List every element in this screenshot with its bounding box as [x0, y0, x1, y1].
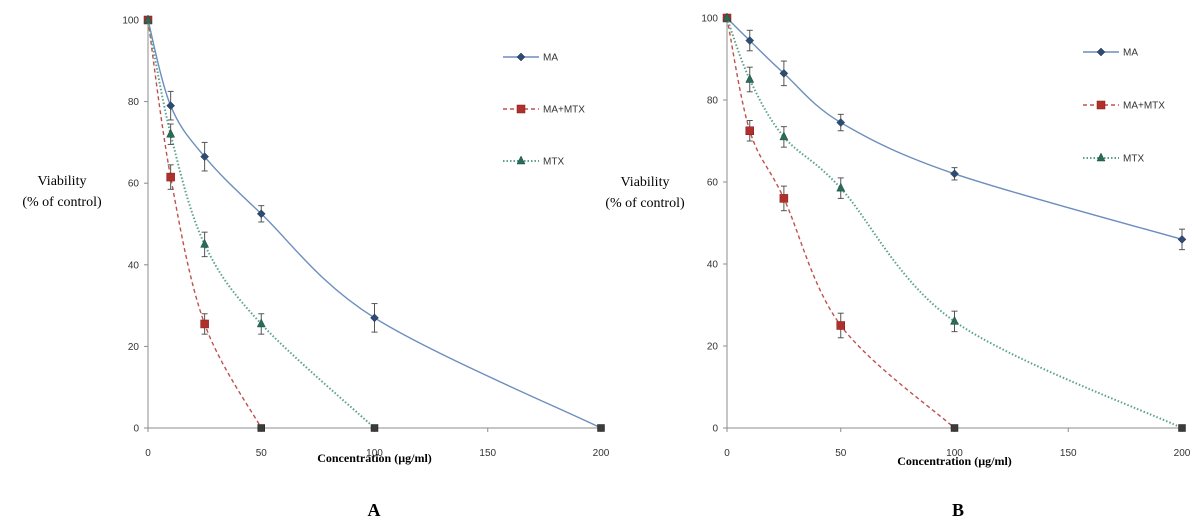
x-axis-label: Concentration (µg/ml) [317, 451, 432, 465]
x-tick-label: 100 [946, 448, 963, 459]
data-point [745, 126, 754, 135]
y-tick-label: 20 [128, 342, 140, 353]
series-line [726, 17, 1183, 241]
y-tick-label: 100 [701, 14, 718, 25]
data-point [200, 238, 210, 248]
data-point [166, 172, 175, 182]
series-line [147, 19, 262, 429]
legend-item-ma: MA [503, 53, 558, 64]
data-point [370, 424, 379, 432]
legend-marker [516, 104, 526, 114]
legend-label: MTX [1123, 154, 1144, 165]
x-tick-label: 200 [1174, 448, 1191, 459]
series-ma [722, 13, 1187, 251]
series-ma-mtx [143, 15, 265, 432]
x-tick-label: 100 [366, 448, 383, 459]
data-point [745, 36, 755, 45]
x-tick-label: 200 [593, 448, 610, 459]
data-point [722, 12, 732, 22]
data-point [836, 321, 845, 330]
data-point [597, 424, 605, 432]
legend-label: MA [1123, 48, 1138, 59]
data-point [950, 169, 959, 179]
x-tick-label: 50 [835, 448, 847, 459]
y-tick-label: 0 [133, 424, 139, 435]
y-axis-label-line1: Viability [38, 174, 87, 189]
data-point [143, 14, 153, 24]
series-ma [143, 15, 605, 432]
x-tick-label: 0 [145, 448, 151, 459]
y-axis-label-line2: (% of control) [22, 195, 102, 210]
panel-label: A [368, 500, 381, 520]
data-point [779, 194, 789, 203]
legend-marker [1096, 47, 1106, 57]
y-tick-label: 60 [128, 179, 140, 190]
x-tick-label: 150 [479, 448, 496, 459]
legend-item-ma-mtx: MA+MTX [1083, 101, 1165, 112]
chart-panel-b: 0 20 40 60 80 100 0 50 100 150 200 Viability (% of c… [605, 12, 1191, 520]
data-point [166, 101, 176, 111]
y-tick-label: 60 [707, 178, 719, 189]
series-line [147, 19, 602, 429]
x-tick-label: 150 [1060, 448, 1077, 459]
y-tick-label: 40 [707, 260, 719, 271]
data-point [1178, 424, 1186, 432]
legend-label: MA+MTX [1123, 101, 1165, 112]
x-tick-label: 50 [256, 448, 268, 459]
data-point [256, 209, 266, 219]
legend-marker [516, 155, 526, 165]
y-tick-label: 80 [128, 97, 140, 108]
legend-label: MTX [543, 157, 564, 168]
data-point [950, 315, 959, 325]
x-axis-label: Concentration (µg/ml) [897, 454, 1012, 468]
y-tick-label: 100 [122, 16, 139, 27]
chart-panel-a: 0 20 40 60 80 100 0 50 100 150 200 Viability (% of c… [22, 14, 610, 520]
series-mtx [143, 14, 379, 432]
data-point [200, 152, 209, 162]
panel-label: B [952, 500, 964, 520]
y-axis-label-line1: Viability [621, 175, 670, 190]
legend-item-mtx: MTX [503, 155, 564, 168]
y-tick-label: 0 [712, 424, 718, 435]
y-tick-label: 80 [707, 96, 719, 107]
data-point [1177, 235, 1187, 244]
data-point [257, 424, 265, 432]
data-point [779, 131, 789, 141]
data-point [745, 73, 755, 83]
series-ma-mtx [722, 13, 959, 432]
data-point [370, 313, 379, 323]
y-axis-label-line2: (% of control) [605, 196, 685, 211]
legend-label: MA+MTX [543, 105, 585, 116]
y-tick-label: 20 [707, 342, 719, 353]
legend-marker [1096, 100, 1106, 110]
data-point [836, 118, 846, 127]
legend-item-ma: MA [1083, 48, 1138, 59]
series-line [147, 19, 376, 429]
series-line [726, 17, 1183, 429]
data-point [166, 128, 176, 138]
series-mtx [722, 12, 1186, 432]
legend-marker [516, 52, 526, 62]
y-tick-label: 40 [128, 260, 140, 271]
series-line [726, 17, 955, 429]
x-tick-label: 0 [724, 448, 730, 459]
legend-item-mtx: MTX [1083, 152, 1144, 165]
data-point [779, 68, 789, 78]
legend-marker [1096, 152, 1106, 162]
data-point [256, 318, 266, 328]
data-point [836, 182, 846, 192]
data-point [200, 319, 209, 329]
data-point [950, 424, 959, 432]
legend-item-ma-mtx: MA+MTX [503, 105, 585, 116]
legend-label: MA [543, 53, 558, 64]
